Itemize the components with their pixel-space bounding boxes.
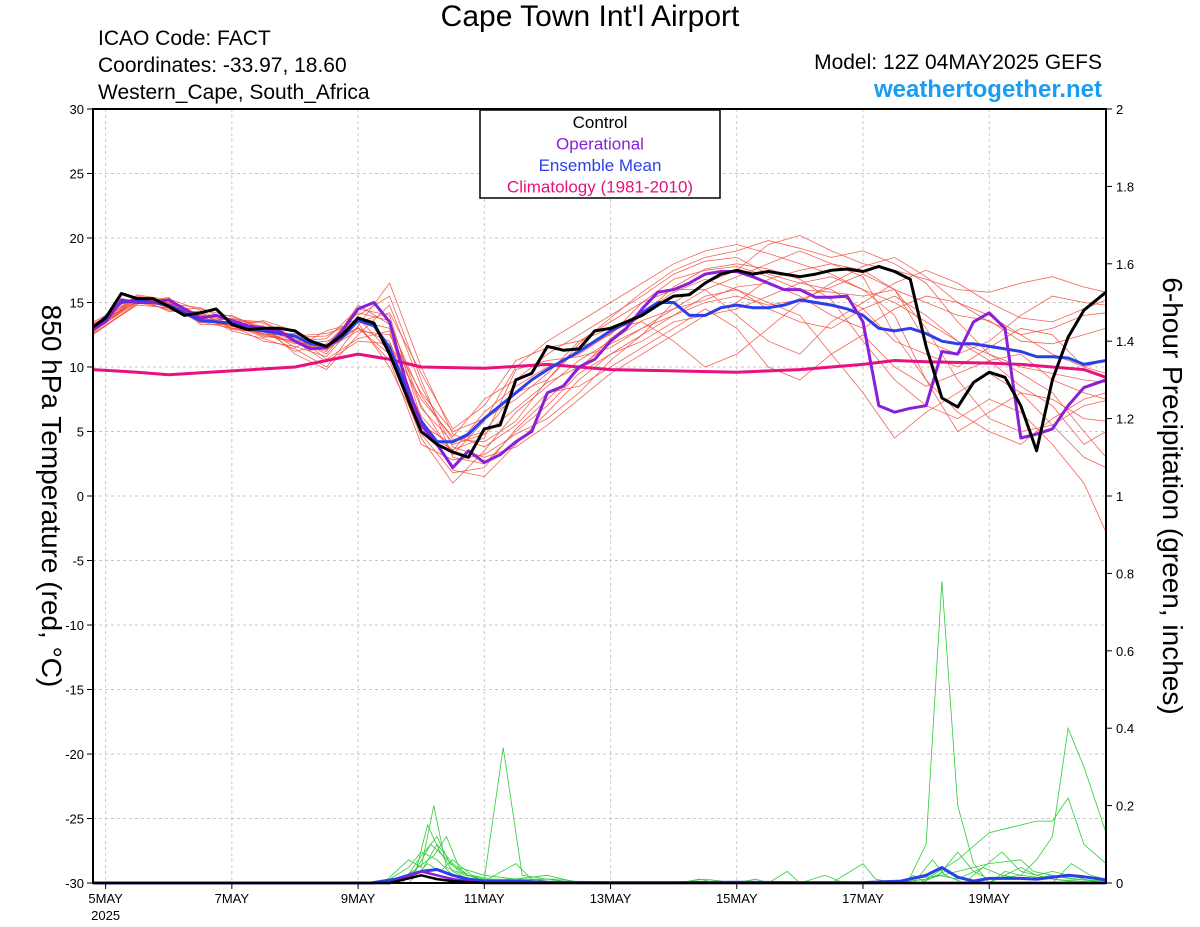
grid [93, 109, 1106, 883]
y-right-tick-label: 0.8 [1116, 566, 1134, 581]
member-temp-line-3 [92, 289, 1107, 468]
climatology-line [92, 352, 1107, 379]
x-tick-label: 19MAY [968, 891, 1010, 906]
y-right-tick-label: 1.6 [1116, 257, 1134, 272]
y-right-tick-label: 1.2 [1116, 412, 1134, 427]
y-left-tick-label: 15 [70, 296, 84, 311]
y-right-tick-label: 1.8 [1116, 179, 1134, 194]
member-temp-line-7 [92, 282, 1107, 448]
y-left-tick-label: -20 [65, 747, 84, 762]
y-right-tick-label: 1 [1116, 489, 1123, 504]
y-right-tick-label: 0.2 [1116, 799, 1134, 814]
axes: 302520151050-5-10-15-20-25-3021.81.61.41… [36, 102, 1188, 923]
legend-entry-control: Control [573, 113, 628, 132]
y-left-tick-label: 25 [70, 167, 84, 182]
member-precip-line-1 [93, 726, 1107, 884]
y-right-tick-label: 1.4 [1116, 334, 1134, 349]
mean-precip-line [93, 866, 1107, 885]
member-precip-line-0 [93, 581, 1106, 884]
model-run: Model: 12Z 04MAY2025 GEFS [814, 51, 1102, 74]
y-left-tick-label: -15 [65, 683, 84, 698]
member-precip-line-6 [93, 859, 1107, 884]
member-temp-line-13 [92, 263, 1107, 533]
member-temp-line-12 [92, 240, 1107, 458]
x-tick-label: 17MAY [842, 891, 884, 906]
y-left-tick-label: 0 [77, 489, 84, 504]
legend-entry-climatology: Climatology (1981-2010) [507, 178, 693, 197]
x-tick-label: 5MAY [88, 891, 123, 906]
legend-box [479, 109, 721, 199]
x-tick-year-label: 2025 [91, 908, 120, 923]
control-line [92, 264, 1107, 459]
y-left-tick-label: -25 [65, 812, 84, 827]
y-left-tick-label: -10 [65, 618, 84, 633]
legend: Control Operational Ensemble Mean Climatolo… [479, 109, 721, 199]
member-temp-line-0 [92, 265, 1107, 443]
member-precip-line-2 [93, 797, 1107, 884]
y-left-tick-label: 10 [70, 360, 84, 375]
y-left-axis-label: 850 hPa Temperature (red, °C) [36, 305, 67, 688]
legend-entry-ensemble: Ensemble Mean [539, 156, 662, 175]
x-tick-label: 11MAY [464, 891, 505, 906]
icao-code: ICAO Code: FACT [98, 27, 271, 50]
ensemble-members [92, 234, 1107, 533]
y-right-axis-label: 6-hour Precipitation (green, inches) [1157, 277, 1188, 714]
chart-title: Cape Town Int'l Airport [440, 0, 740, 33]
y-right-tick-label: 0.6 [1116, 644, 1134, 659]
y-right-tick-label: 0 [1116, 876, 1123, 891]
member-temp-line-5 [92, 282, 1107, 478]
main-series [91, 264, 1107, 885]
x-tick-label: 13MAY [590, 891, 632, 906]
member-temp-line-9 [92, 282, 1107, 445]
y-left-tick-label: -5 [72, 554, 84, 569]
y-left-tick-label: 5 [77, 425, 84, 440]
member-temp-line-4 [92, 256, 1107, 438]
legend-entry-operational: Operational [556, 135, 644, 154]
y-left-tick-label: 30 [70, 102, 84, 117]
x-tick-label: 9MAY [341, 891, 376, 906]
y-left-tick-label: 20 [70, 231, 84, 246]
coordinates: Coordinates: -33.97, 18.60 [98, 54, 347, 77]
site-link[interactable]: weathertogether.net [873, 76, 1102, 103]
member-precip-line-3 [93, 747, 1107, 884]
member-precip-line-5 [93, 843, 1107, 884]
y-right-tick-label: 0.4 [1116, 721, 1134, 736]
y-right-tick-label: 2 [1116, 102, 1123, 117]
x-tick-label: 15MAY [716, 891, 758, 906]
region: Western_Cape, South_Africa [98, 81, 370, 104]
y-left-tick-label: -30 [65, 876, 84, 891]
x-tick-label: 7MAY [215, 891, 250, 906]
precip-members [93, 581, 1107, 884]
